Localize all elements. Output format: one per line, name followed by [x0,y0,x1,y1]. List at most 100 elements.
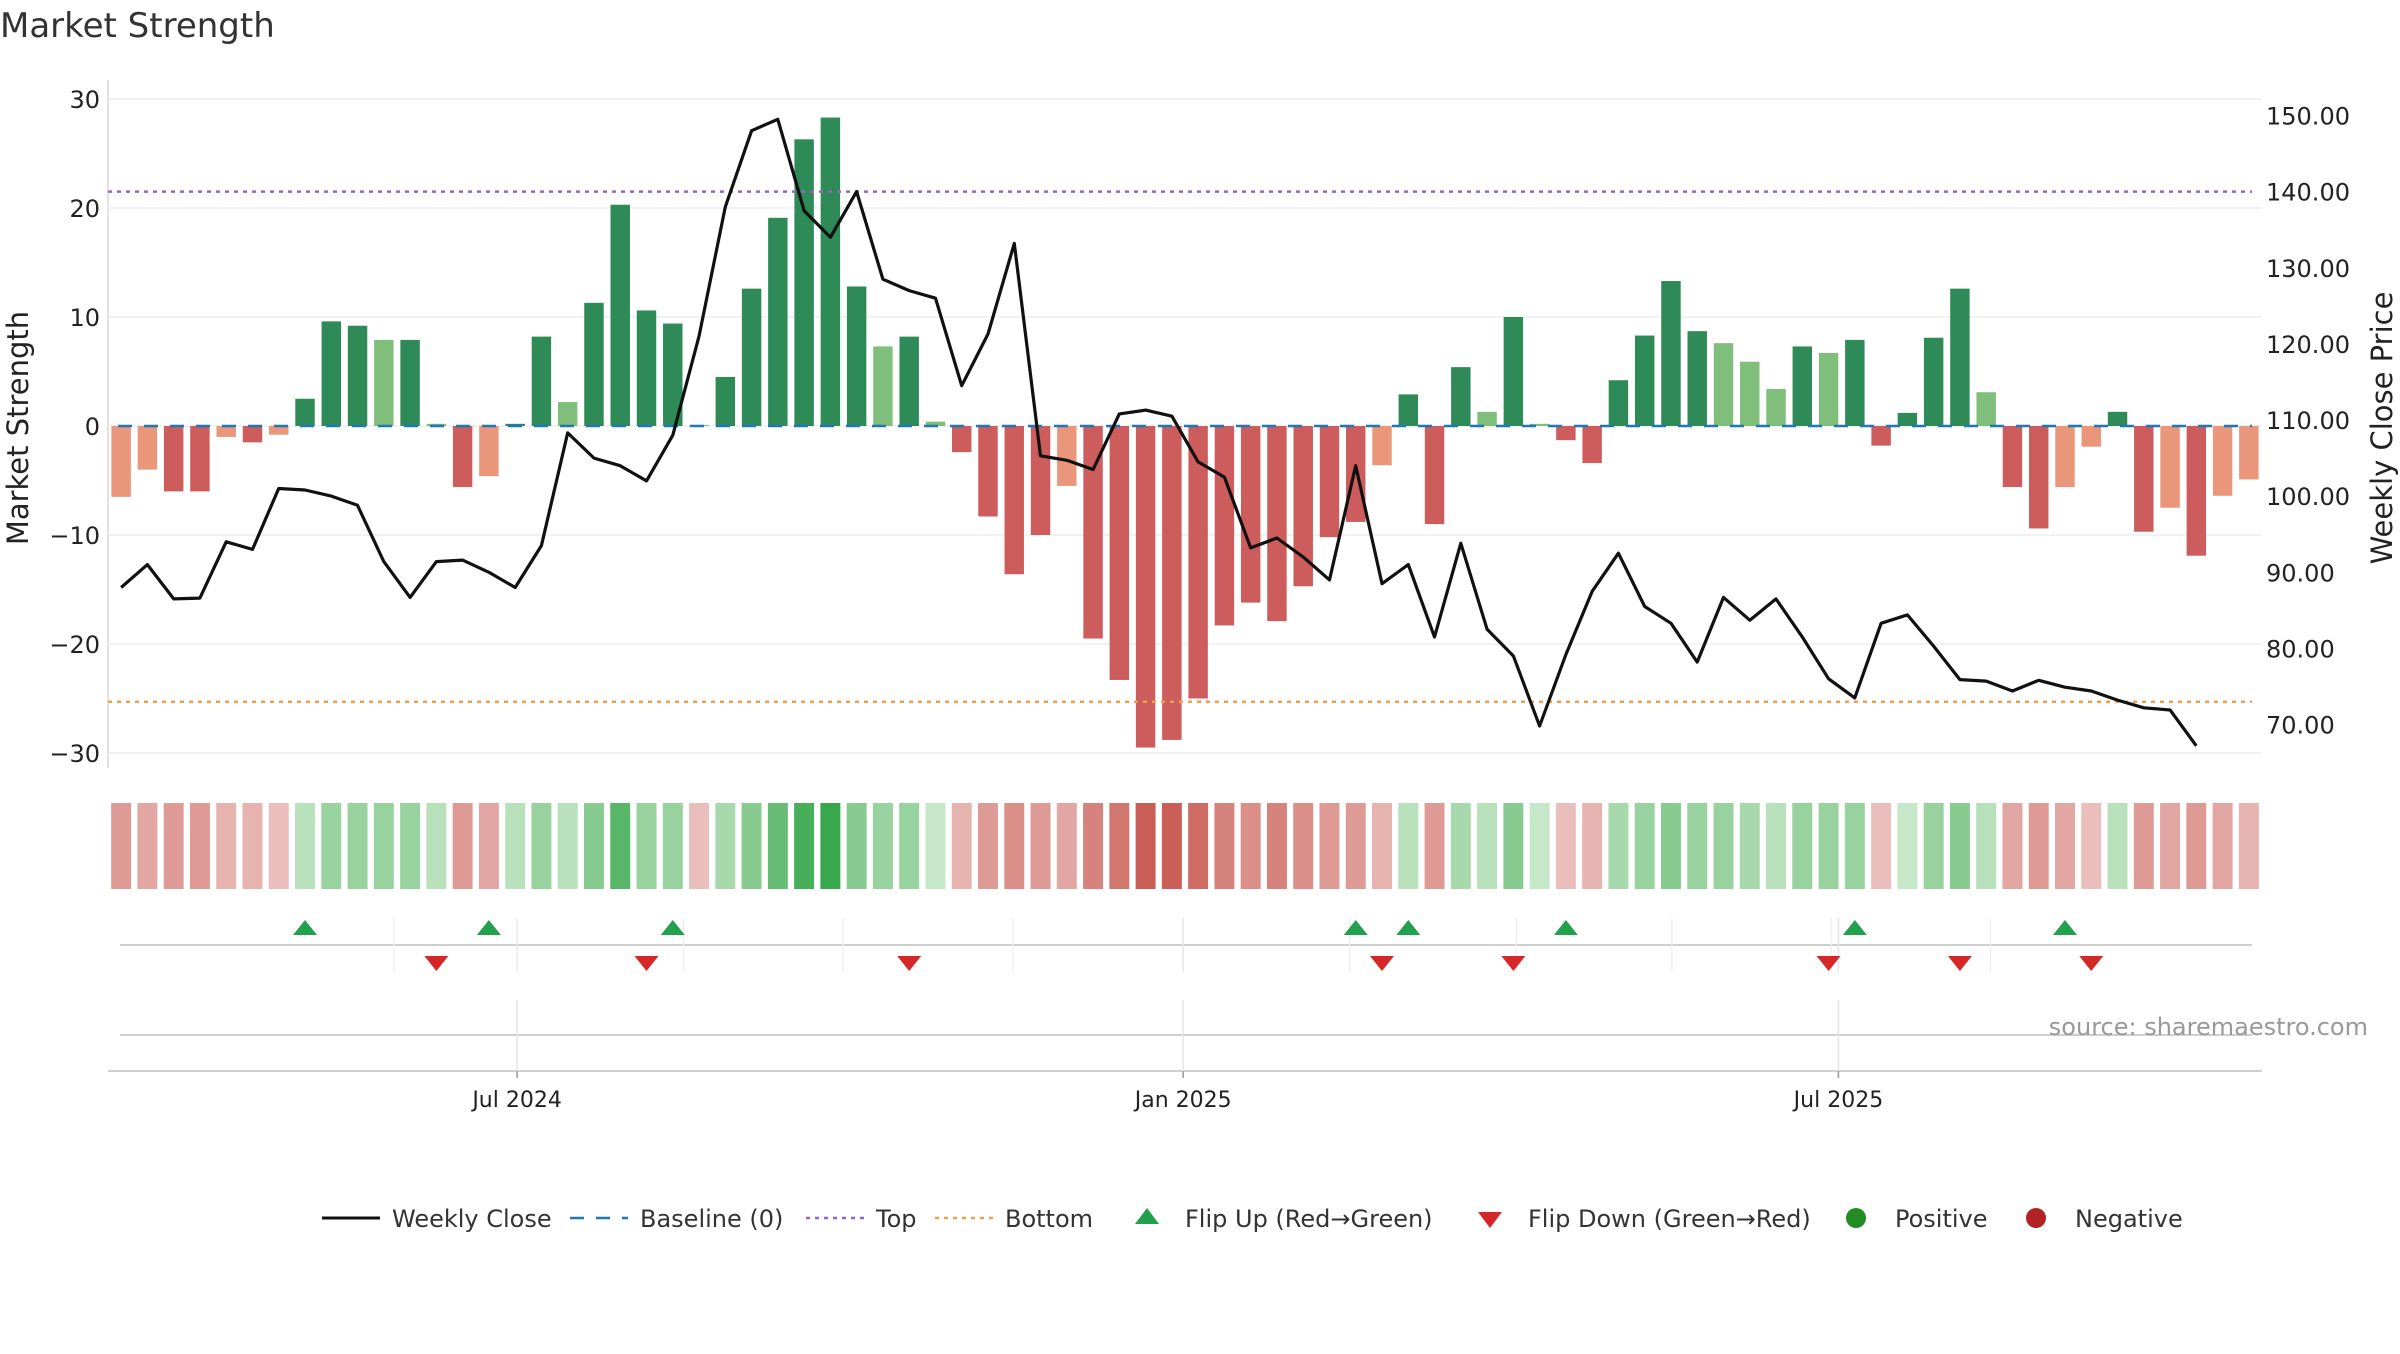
heat-cell [2133,803,2154,889]
strength-bar [873,346,893,426]
heat-cell [1188,803,1209,889]
strength-bar [794,139,814,426]
strength-bar [1740,361,1760,426]
heat-cell [1634,803,1655,889]
heat-cell [1660,803,1681,889]
legend-label-positive: Positive [1895,1205,1988,1233]
heat-cell [2081,803,2102,889]
heat-cell [2002,803,2023,889]
heat-cell [2212,803,2233,889]
heat-cell [1766,803,1787,889]
strength-bar [1766,388,1786,426]
strength-bar [1188,426,1208,699]
heat-cell [557,803,578,889]
strength-bar [269,426,289,435]
heat-cell [1161,803,1182,889]
heat-cell [1582,803,1603,889]
heat-cell [1529,803,1550,889]
heat-cell [1897,803,1918,889]
strength-bar [2160,426,2180,508]
strength-bar [347,325,368,426]
strength-bar [663,323,683,426]
legend-label-weekly-close: Weekly Close [392,1205,552,1233]
legend-label-baseline-0: Baseline (0) [640,1205,783,1233]
y2-tick-label: 70.00 [2266,712,2335,740]
heat-cell [268,803,289,889]
heat-cell [820,803,841,889]
heat-cell [1293,803,1314,889]
heat-cell [846,803,867,889]
strength-bar [163,426,184,492]
strength-bar [1319,426,1340,538]
x-tick-label: Jul 2025 [1792,1088,1884,1113]
heat-cell [111,803,132,889]
y2-tick-label: 120.00 [2266,331,2350,359]
strength-bar [400,339,420,426]
heat-cell [189,803,210,889]
strength-bar [1424,426,1445,525]
flip-up-marker [1553,920,1578,935]
y2-tick-label: 150.00 [2266,103,2350,131]
strength-bar [2081,426,2101,447]
flip-up-marker [1343,920,1368,935]
flip-up-marker [2052,920,2077,935]
legend-label-top: Top [875,1205,917,1233]
strength-bar [1792,346,1813,426]
legend-swatch-positive [1846,1208,1866,1228]
y-axis-title: Market Strength [1,311,35,545]
strength-bar [1503,317,1524,426]
heat-cell [373,803,394,889]
strength-bar [479,426,499,477]
heat-cell [1345,803,1366,889]
flip-markers [293,920,2104,971]
heat-cell [452,803,473,889]
strength-bar [584,302,604,426]
strength-bar [768,217,788,426]
heat-cell [1871,803,1892,889]
legend-swatch-negative [2026,1208,2046,1228]
heat-cell [662,803,683,889]
heat-cell [741,803,762,889]
heat-cell [242,803,263,889]
legend-label-flip-down-green-red: Flip Down (Green→Red) [1528,1205,1811,1233]
x-tick-label: Jul 2024 [470,1088,562,1113]
y-tick-label: 30 [69,86,100,114]
heat-cell [1976,803,1997,889]
heat-cell [216,803,237,889]
heat-cell [1503,803,1524,889]
heat-cell [321,803,342,889]
heat-cell [1372,803,1392,889]
main-panel: 30 20 10 0 −10 −20 −30 150.00 140.00 130.00 120.0… [1,80,2399,768]
heat-cell [1739,803,1760,889]
y2-axis-ticks: 150.00 140.00 130.00 120.00 110.00 100.00 90.0… [2266,103,2350,740]
flip-up-marker [1842,920,1867,935]
legend-swatch-flip-up-red-green [1135,1208,1159,1224]
strength-bar [374,339,394,426]
flip-down-marker [1816,956,1841,971]
y2-tick-label: 110.00 [2266,407,2350,435]
strength-bar [1057,426,1077,486]
legend-label-flip-up-red-green: Flip Up (Red→Green) [1185,1205,1433,1233]
flip-up-marker [1396,920,1421,935]
heat-cell [400,803,421,889]
y2-tick-label: 100.00 [2266,483,2350,511]
strength-bar [2002,426,2023,488]
heat-cell [1792,803,1813,889]
heat-cell [1477,803,1498,889]
y-tick-label: 0 [85,413,100,441]
strength-bar [137,426,158,470]
heat-cell [610,803,631,889]
heat-cell [636,803,657,889]
strength-bar [1845,339,1865,426]
strength-bar [978,426,998,517]
strength-bar [1372,426,1392,466]
strength-bar [1556,426,1576,441]
weekly-close-line [120,117,2198,747]
legend: Weekly Close Baseline (0) Top Bottom Flip Up… [322,1205,2183,1233]
heat-cell [872,803,893,889]
heat-cell [426,803,447,889]
strength-bar [111,426,131,497]
legend-label-negative: Negative [2075,1205,2183,1233]
flip-panel-gridlines [393,918,1992,972]
flip-up-marker [476,920,501,935]
